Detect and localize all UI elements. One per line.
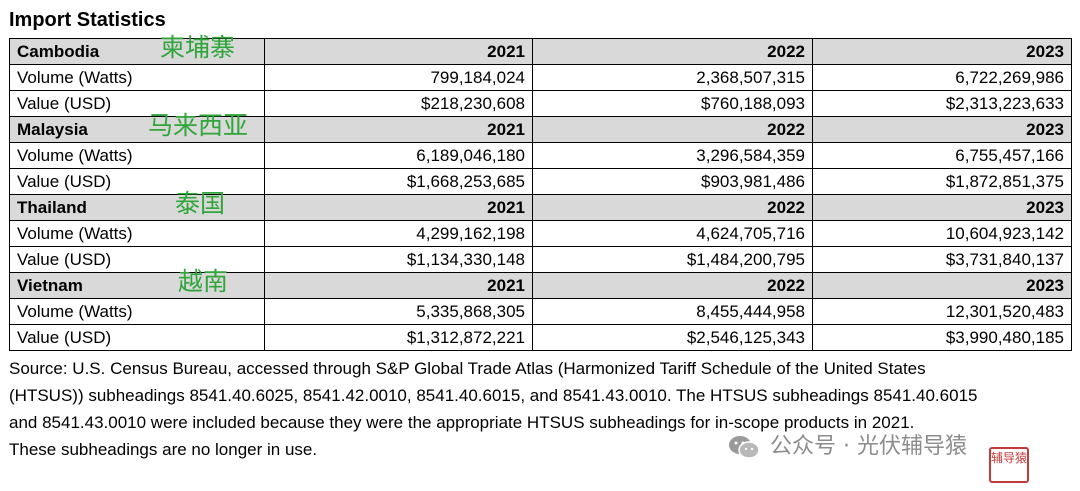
data-cell: 10,604,923,142 [812,220,1072,247]
data-cell: $3,731,840,137 [812,246,1072,273]
table-row: Volume (Watts) 6,189,046,180 3,296,584,3… [9,142,1072,169]
data-cell: 5,335,868,305 [264,298,533,325]
section-header-malaysia: Malaysia 马来西亚 2021 2022 2023 [9,111,1072,143]
year-header: 2021 [264,194,533,221]
data-cell: $903,981,486 [532,168,813,195]
country-name: Vietnam [17,275,83,295]
source-line: These subheadings are no longer in use. [9,440,318,459]
row-label: Value (USD) [9,90,265,117]
data-cell: $2,546,125,343 [532,324,813,351]
data-cell: $2,313,223,633 [812,90,1072,117]
year-header: 2022 [532,272,813,299]
section-header-thailand: Thailand 泰国 2021 2022 2023 [9,189,1072,221]
data-cell: 799,184,024 [264,64,533,91]
wechat-icon [729,436,760,459]
table-row: Value (USD) $1,668,253,685 $903,981,486 … [9,168,1072,195]
table-row: Value (USD) $1,312,872,221 $2,546,125,34… [9,324,1072,351]
country-name: Thailand [17,197,87,217]
section-header-cambodia: Cambodia 柬埔寨 2021 2022 2023 [9,33,1072,65]
country-name: Malaysia [17,119,88,139]
data-cell: $1,134,330,148 [264,246,533,273]
page-title: Import Statistics [9,9,166,31]
data-cell: $760,188,093 [532,90,813,117]
source-line: and 8541.43.0010 were included because t… [9,413,915,432]
import-statistics-table: Cambodia 柬埔寨 2021 2022 2023 Volume (Watt… [9,33,1072,351]
data-cell: $1,872,851,375 [812,168,1072,195]
data-cell: $3,990,480,185 [812,324,1072,351]
source-line: (HTSUS)) subheadings 8541.40.6025, 8541.… [9,386,978,405]
table-row: Volume (Watts) 4,299,162,198 4,624,705,7… [9,220,1072,247]
year-header: 2023 [812,38,1072,65]
table-row: Volume (Watts) 799,184,024 2,368,507,315… [9,64,1072,91]
watermark-text: 公众号 · 光伏辅导猿 [770,434,967,459]
data-cell: $218,230,608 [264,90,533,117]
row-label: Volume (Watts) [9,298,265,325]
data-cell: 4,299,162,198 [264,220,533,247]
year-header: 2021 [264,38,533,65]
row-label: Value (USD) [9,324,265,351]
country-name: Cambodia [17,41,100,61]
table-row: Value (USD) $218,230,608 $760,188,093 $2… [9,90,1072,117]
source-note: Source: U.S. Census Bureau, accessed thr… [9,355,1069,463]
year-header: 2022 [532,38,813,65]
year-header: 2021 [264,272,533,299]
country-cell: Malaysia 马来西亚 [9,111,265,143]
table-row: Volume (Watts) 5,335,868,305 8,455,444,9… [9,298,1072,325]
year-header: 2023 [812,194,1072,221]
data-cell: 4,624,705,716 [532,220,813,247]
row-label: Volume (Watts) [9,142,265,169]
table-row: Value (USD) $1,134,330,148 $1,484,200,79… [9,246,1072,273]
data-cell: 6,755,457,166 [812,142,1072,169]
row-label: Volume (Watts) [9,64,265,91]
country-cell: Thailand 泰国 [9,189,265,221]
data-cell: $1,312,872,221 [264,324,533,351]
source-line: Source: U.S. Census Bureau, accessed thr… [9,359,926,378]
section-header-vietnam: Vietnam 越南 2021 2022 2023 [9,267,1072,299]
data-cell: $1,668,253,685 [264,168,533,195]
year-header: 2022 [532,116,813,143]
data-cell: 8,455,444,958 [532,298,813,325]
data-cell: 12,301,520,483 [812,298,1072,325]
seal-stamp: 辅导猿 [989,447,1029,483]
year-header: 2023 [812,272,1072,299]
data-cell: 3,296,584,359 [532,142,813,169]
country-name-chinese: 柬埔寨 [160,33,236,62]
data-cell: 6,722,269,986 [812,64,1072,91]
data-cell: $1,484,200,795 [532,246,813,273]
row-label: Value (USD) [9,246,265,273]
year-header: 2022 [532,194,813,221]
year-header: 2023 [812,116,1072,143]
year-header: 2021 [264,116,533,143]
row-label: Volume (Watts) [9,220,265,247]
data-cell: 6,189,046,180 [264,142,533,169]
watermark: 公众号 · 光伏辅导猿 [728,432,967,462]
row-label: Value (USD) [9,168,265,195]
country-cell: Cambodia 柬埔寨 [9,33,265,65]
country-cell: Vietnam 越南 [9,267,265,299]
data-cell: 2,368,507,315 [532,64,813,91]
